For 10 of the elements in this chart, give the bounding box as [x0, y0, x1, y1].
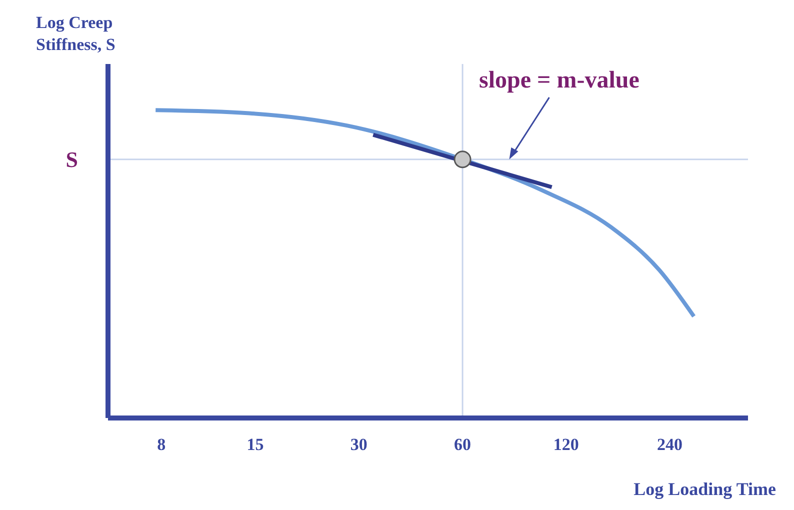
annotation: slope = m-value [479, 67, 640, 94]
x-tick-label: 60 [454, 435, 472, 454]
ref-line-label: S [66, 147, 78, 172]
x-tick-label: 240 [657, 435, 683, 454]
x-axis-title: Log Loading Time [634, 479, 776, 500]
x-tick-label: 8 [157, 435, 166, 454]
x-tick-label: 15 [246, 435, 264, 454]
x-tick-label: 30 [350, 435, 368, 454]
y-axis-title: Log Creep Stiffness, S [36, 12, 116, 56]
x-tick-label: 120 [553, 435, 579, 454]
